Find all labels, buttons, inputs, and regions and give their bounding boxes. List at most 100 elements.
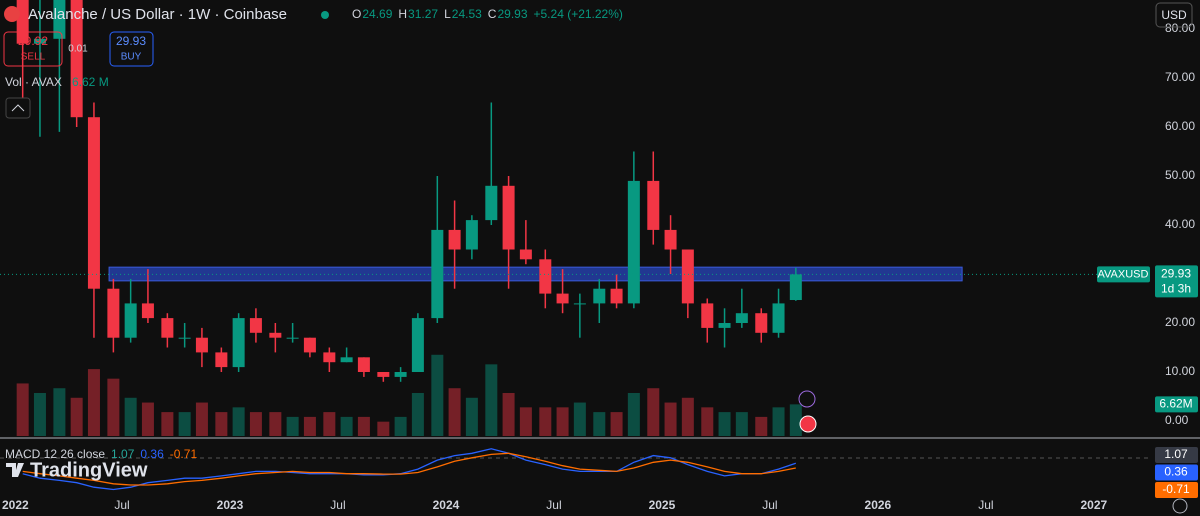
ohlc-key: L [444,7,451,21]
event-flag[interactable] [799,415,817,433]
candle-body [70,0,83,118]
volume-bar [178,412,191,436]
y-tick-label: 70.00 [1165,70,1195,84]
y-tick-label: 60.00 [1165,119,1195,133]
candle-body [249,318,262,333]
macd-value-box [1155,447,1198,463]
y-tick-label: 20.00 [1165,315,1195,329]
macd-value-label: 1.07 [1164,447,1188,461]
volume-bar [124,397,137,436]
volume-bar [593,412,606,436]
x-tick-label: Jul [330,498,345,512]
buy-box[interactable] [109,31,154,67]
ohlc-key: H [398,7,407,21]
axes: 0.0010.0020.0030.0040.0050.0060.0070.008… [2,21,1198,512]
candle-body [573,303,586,305]
volume-bar [249,412,262,436]
x-tick-label: Jul [114,498,129,512]
candle-body [610,288,623,304]
volume-bar [448,388,461,436]
currency[interactable]: USD [1161,8,1187,22]
sell-price[interactable]: 29.92 [18,34,48,48]
buy-button[interactable]: 29.93 BUY [109,31,154,67]
volume-bar [323,412,336,436]
collapse-icon[interactable] [11,104,25,112]
volume-bar [16,383,29,436]
candle-body [394,372,407,377]
sell-box[interactable] [3,31,63,67]
buy-price[interactable]: 29.93 [116,34,146,48]
candle-body [141,303,154,319]
y-tick-label: 80.00 [1165,21,1195,35]
x-tick-label: 2022 [2,498,29,512]
volume-bar [377,421,390,436]
volume-bar [357,416,370,436]
volume-label: 6.62M [1159,397,1192,411]
candle-body [448,229,461,250]
volume-bar [556,407,569,436]
collapse-button[interactable] [5,97,31,119]
y-tick-label: 50.00 [1165,168,1195,182]
logo-text: TradingView [30,459,148,481]
volume-bar [465,397,478,436]
volume-bar [431,354,444,436]
candle-body [107,288,120,338]
candle-body [539,259,552,294]
volume-bar [232,407,245,436]
y-tick-label: 40.00 [1165,217,1195,231]
macd-value-label: 0.36 [1164,465,1188,479]
x-tick-label: 2023 [217,498,244,512]
volume-bar [519,407,532,436]
candle-body [232,318,245,368]
sell-label[interactable]: SELL [21,52,46,63]
volume-bar [718,412,731,436]
candle-body [431,229,444,319]
price-label: 29.93 [1161,267,1191,281]
currency-box[interactable] [1155,2,1193,28]
candle-body [33,38,46,44]
x-tick-label: Jul [762,498,777,512]
volume-bar [755,416,768,436]
logo-mark [6,463,24,477]
x-tick-label: 2027 [1080,498,1107,512]
volume-bar [33,393,46,436]
volume-label-box [1155,396,1198,413]
volume-bar [70,397,83,436]
x-tick-label: Jul [978,498,993,512]
sell-button[interactable]: 29.92 SELL [3,31,63,67]
spread: 0.01 [68,44,88,55]
macd-legend-value: 0.36 [140,447,164,461]
candle-body [377,372,390,377]
candle-body [340,357,353,363]
candle-body [772,303,785,333]
candle-body [178,337,191,339]
macd-value-label: -0.71 [1162,482,1190,496]
candle-body [357,357,370,373]
macd-pane: MACD 12 26 close 1.07 0.36 -0.71 [5,447,797,491]
volume-bar [394,416,407,436]
volume-bar [215,412,228,436]
candle-body [755,313,768,333]
candle-body [519,249,532,260]
candle-body [718,323,731,328]
candle-body [789,274,802,301]
event-icon[interactable] [798,390,816,408]
buy-label[interactable]: BUY [121,52,142,63]
signal-line [22,452,796,486]
coin-logo [4,6,20,22]
ohlc-legend: O 24.69 H 31.27 L 24.53 C 29.93 +5.24 (+21.22%) [352,7,623,21]
volume-bar [286,416,299,436]
ohlc-key: C [488,7,497,21]
volume-legend-value: 6.62 M [72,75,109,89]
macd-value-box [1155,482,1198,498]
volume-bar [411,393,424,436]
volume-bar [303,416,316,436]
volume-bar [789,404,802,436]
candle-body [647,180,660,230]
macd-legend-value: -0.71 [170,447,198,461]
settings-icon[interactable] [1172,498,1188,514]
candle-body [664,229,677,250]
candle-body [87,117,100,289]
y-tick-label: 10.00 [1165,364,1195,378]
